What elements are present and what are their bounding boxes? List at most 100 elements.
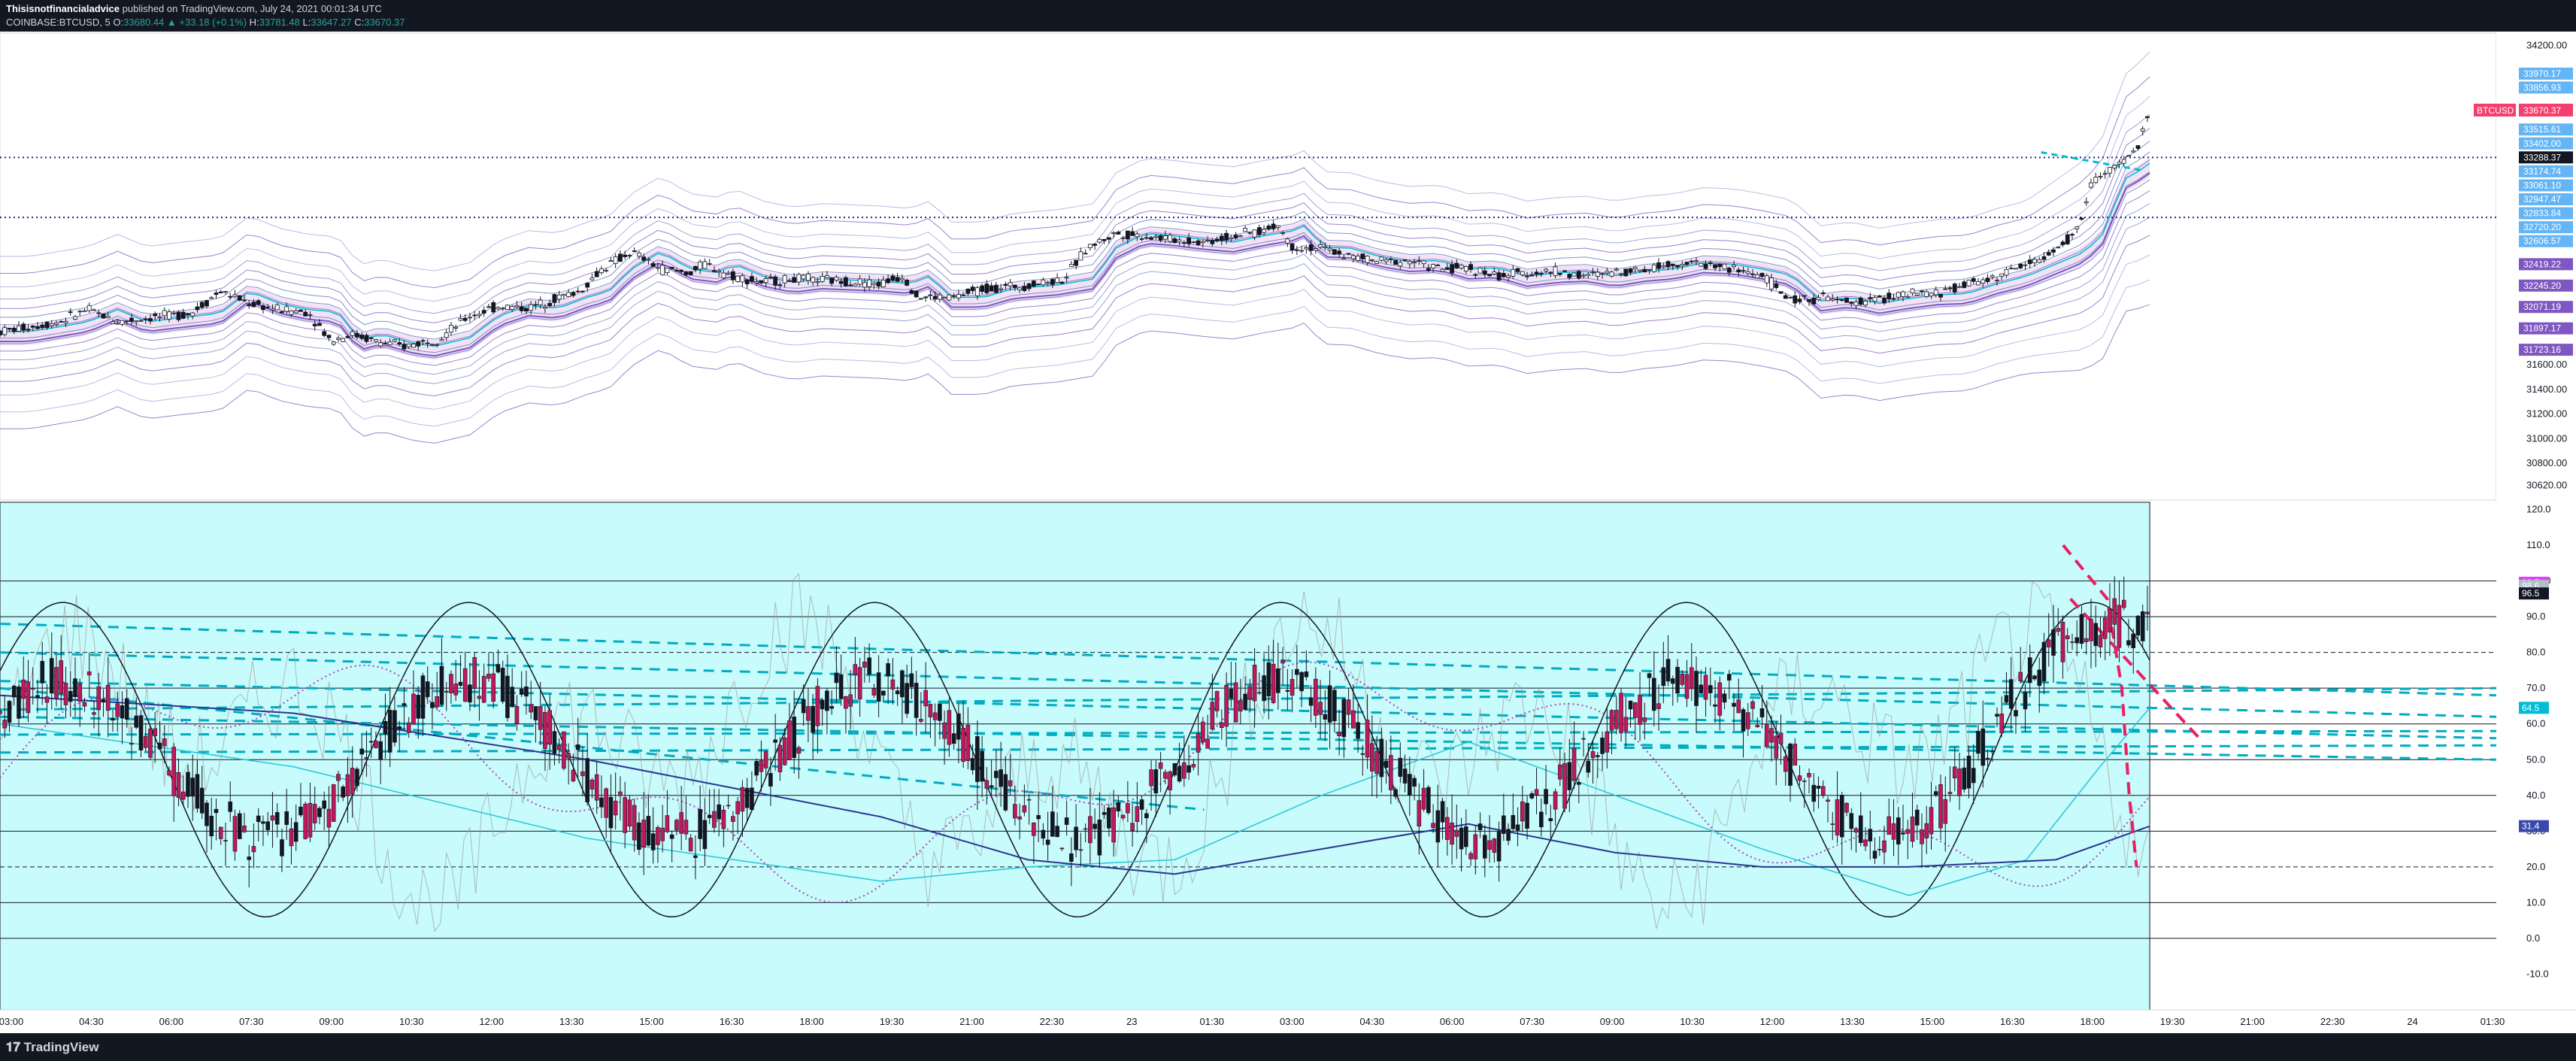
tradingview-logo-text: TradingView	[23, 1040, 99, 1054]
candle-body	[35, 326, 40, 329]
oscillator-badge-value: 64.5	[2522, 702, 2540, 713]
candle-body	[1962, 281, 1967, 288]
candle-body	[754, 281, 759, 283]
candle-body	[77, 311, 83, 313]
candle-body	[999, 288, 1004, 290]
price-plot-area	[0, 32, 2497, 501]
price-envelope-line	[0, 304, 2150, 444]
price-badge-background	[2519, 235, 2573, 247]
candle-body	[1205, 240, 1210, 242]
osc-candle-body	[1614, 710, 1619, 729]
osc-candle-body	[1670, 678, 1675, 684]
osc-candle-body	[124, 698, 129, 720]
osc-candle-body	[984, 780, 989, 789]
oscillator-trendline	[0, 715, 2497, 761]
candle-body	[1623, 268, 1629, 277]
osc-candle-body	[406, 722, 411, 733]
osc-candle-body	[374, 741, 378, 748]
osc-candle-body	[632, 805, 637, 841]
symbol-label[interactable]: COINBASE:BTCUSD, 5	[6, 17, 111, 28]
candle-body	[1064, 277, 1069, 279]
candle-body	[1012, 284, 1017, 288]
osc-candle-body	[1450, 823, 1454, 845]
low-value: 33647.27	[311, 17, 352, 28]
candle-body	[270, 308, 275, 311]
candle-body	[1266, 226, 1271, 230]
time-axis-label: 09:00	[1600, 1016, 1625, 1027]
osc-candle-body	[1036, 815, 1041, 820]
candle-body	[660, 265, 665, 275]
candle-body	[1116, 232, 1121, 235]
candle-body	[585, 283, 590, 288]
osc-candle-body	[129, 743, 134, 745]
osc-candle-body	[1680, 674, 1685, 685]
tradingview-logo[interactable]: 𝟏𝟕 TradingView	[6, 1040, 98, 1055]
osc-candle-body	[228, 801, 233, 812]
candle-body	[524, 308, 529, 312]
publisher-name[interactable]: Thisisnotfinancialadvice	[6, 3, 120, 14]
candle-body	[115, 323, 120, 325]
candle-body	[274, 305, 280, 311]
candle-body	[886, 278, 891, 283]
osc-candle-body	[265, 821, 271, 830]
osc-candle-body	[646, 816, 651, 846]
candle-body	[1318, 244, 1323, 248]
osc-candle-body	[1431, 823, 1435, 829]
osc-candle-body	[1905, 829, 1911, 834]
osc-candle-body	[1379, 738, 1384, 778]
osc-candle-body	[1929, 807, 1934, 835]
osc-candle-body	[627, 799, 632, 827]
oscillator-fast-line	[0, 572, 2150, 932]
osc-candle-body	[923, 690, 928, 707]
candle-body	[1275, 225, 1280, 228]
candle-body	[2074, 226, 2080, 229]
osc-candle-body	[1553, 791, 1558, 810]
osc-candle-body	[848, 694, 853, 707]
candle-body	[1882, 297, 1887, 304]
price-envelope-line	[0, 95, 2150, 302]
price-envelope-line	[0, 279, 2150, 427]
candle-body	[1684, 262, 1690, 265]
osc-candle-body	[956, 713, 961, 740]
osc-candle-body	[1816, 786, 1821, 789]
candle-body	[280, 311, 284, 314]
candle-body	[1793, 295, 1798, 304]
candle-body	[1759, 272, 1765, 277]
time-axis[interactable]: 03:00 04:30 06:00 07:30 09:00 10:30 12:00 13:30…	[0, 1009, 2576, 1033]
price-panel[interactable]	[0, 32, 2497, 501]
candle-body	[1689, 260, 1694, 262]
candle-body	[726, 272, 731, 274]
oscillator-dotted-line	[0, 661, 2150, 904]
osc-candle-body	[763, 751, 768, 768]
osc-candle-body	[1642, 717, 1647, 723]
candle-body	[143, 318, 148, 320]
osc-candle-body	[1778, 732, 1784, 744]
osc-candle-body	[857, 667, 862, 699]
osc-candle-body	[585, 758, 589, 802]
osc-candle-body	[364, 756, 369, 759]
candle-body	[1920, 290, 1924, 293]
osc-candle-body	[1699, 684, 1704, 694]
candle-body	[1492, 271, 1497, 274]
osc-candle-body	[1605, 731, 1610, 753]
candle-body	[1999, 273, 2005, 277]
candle-body	[2093, 177, 2099, 183]
candle-body	[1703, 263, 1708, 269]
candle-body	[1369, 259, 1374, 261]
oscillator-panel[interactable]	[0, 502, 2497, 1011]
osc-candle-body	[439, 665, 444, 705]
osc-candle-body	[538, 706, 543, 730]
oscillator-badge-background	[2519, 702, 2549, 714]
osc-candle-body	[299, 806, 303, 816]
candle-body	[1440, 268, 1445, 272]
oscillator-axis[interactable]: 120.0110.0100.090.080.070.060.050.040.03…	[2496, 502, 2576, 1010]
price-axis[interactable]: 34200.00 31600.00 31400.00 31200.00 31000.00…	[2474, 33, 2576, 500]
osc-candle-body	[345, 774, 350, 796]
osc-candle-body	[928, 704, 933, 717]
candle-body	[1605, 271, 1610, 274]
osc-candle-body	[1609, 710, 1614, 731]
osc-candle-body	[214, 808, 219, 814]
osc-candle-body	[1947, 792, 1953, 794]
osc-candle-body	[237, 813, 242, 839]
